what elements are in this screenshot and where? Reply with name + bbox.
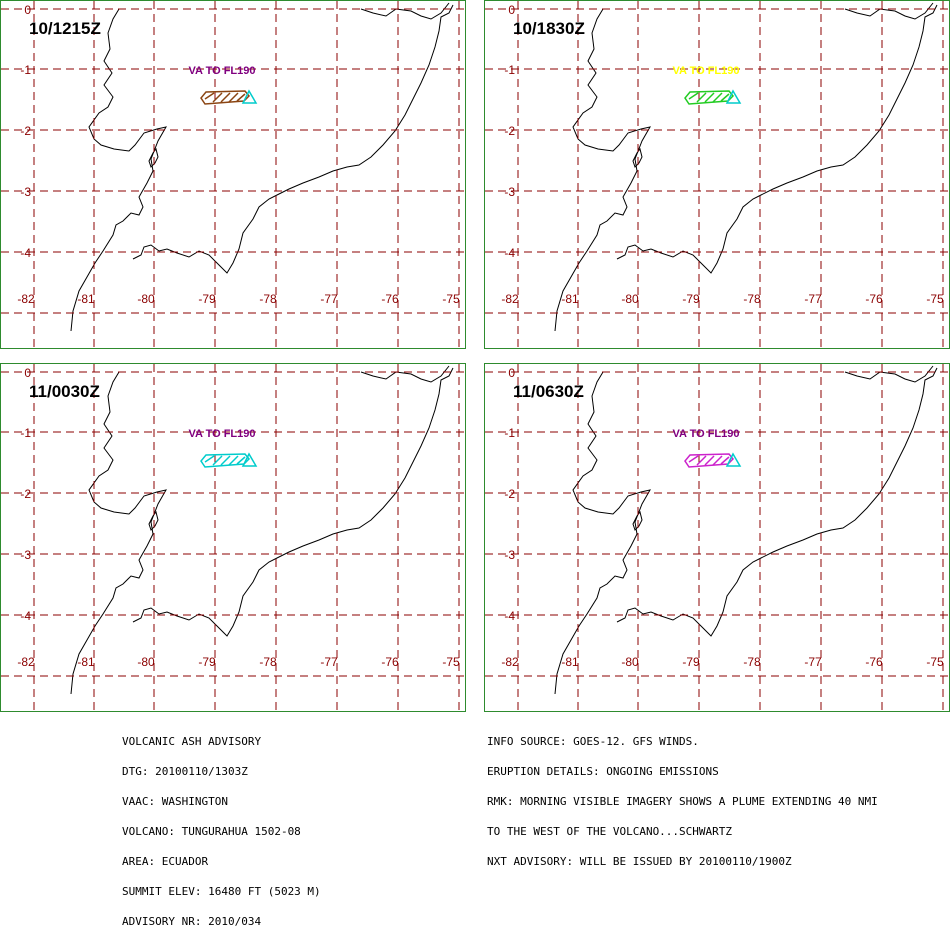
map-panel-2: 0 -1 -2 -3 -4 -82 -81 -80 -79 -78 -77 -76 -75 VA TO F… [484, 0, 950, 349]
latitude-label: -1 [20, 426, 31, 440]
ash-label: VA TO FL190 [672, 428, 739, 440]
longitude-label: -79 [682, 292, 700, 306]
volcano-marker [241, 452, 258, 467]
advisory-line: AREA: ECUADOR [122, 855, 209, 868]
longitude-label: -78 [743, 292, 761, 306]
map-panel-3: 0 -1 -2 -3 -4 -82 -81 -80 -79 -78 -77 -76 -75 VA TO F… [0, 363, 466, 712]
longitude-label: -81 [77, 655, 95, 669]
advisory-line: DTG: 20100110/1303Z [122, 765, 248, 778]
longitude-label: -76 [865, 655, 883, 669]
longitude-label: -80 [621, 655, 639, 669]
valid-time-label: 11/0630Z [513, 382, 584, 401]
longitude-label: -80 [621, 292, 639, 306]
longitude-label: -81 [561, 655, 579, 669]
latitude-label: -4 [504, 246, 515, 260]
latitude-label: -3 [504, 548, 515, 562]
advisory-line: VAAC: WASHINGTON [122, 795, 228, 808]
latitude-label: 0 [508, 366, 515, 380]
coastline [554, 2, 938, 332]
longitude-label: -76 [381, 655, 399, 669]
map-canvas: 0 -1 -2 -3 -4 -82 -81 -80 -79 -78 -77 -76 -75 VA TO F… [485, 1, 949, 348]
latitude-label: -2 [20, 124, 31, 138]
coastline-inlet [148, 147, 159, 168]
longitude-label: -77 [320, 655, 338, 669]
latitude-label: -3 [504, 185, 515, 199]
latitude-label: -2 [20, 487, 31, 501]
latitude-label: -3 [20, 185, 31, 199]
longitude-label: -78 [259, 655, 277, 669]
longitude-label: -79 [682, 655, 700, 669]
advisory-remarks-text: INFO SOURCE: GOES-12. GFS WINDS. ERUPTIO… [487, 717, 878, 877]
longitude-label: -78 [259, 292, 277, 306]
latitude-label: -1 [504, 63, 515, 77]
valid-time-label: 11/0030Z [29, 382, 100, 401]
advisory-line: TO THE WEST OF THE VOLCANO...SCHWARTZ [487, 825, 733, 838]
longitude-label: -82 [501, 292, 519, 306]
map-panel-4: 0 -1 -2 -3 -4 -82 -81 -80 -79 -78 -77 -76 -75 VA TO F… [484, 363, 950, 712]
advisory-line: VOLCANO: TUNGURAHUA 1502-08 [122, 825, 301, 838]
latitude-label: -3 [20, 548, 31, 562]
coastline-inlet [632, 510, 643, 531]
ash-plume-hatching [688, 92, 730, 103]
advisory-header-text: VOLCANIC ASH ADVISORY DTG: 20100110/1303… [122, 717, 321, 937]
longitude-label: -79 [198, 292, 216, 306]
advisory-line: NXT ADVISORY: WILL BE ISSUED BY 20100110… [487, 855, 792, 868]
coastline [554, 365, 938, 695]
longitude-label: -80 [137, 292, 155, 306]
latitude-label: -4 [20, 609, 31, 623]
ash-label: VA TO FL190 [672, 65, 739, 77]
map-canvas: 0 -1 -2 -3 -4 -82 -81 -80 -79 -78 -77 -76 -75 VA TO F… [1, 364, 465, 711]
ash-plume-hatching [204, 92, 246, 103]
coastline-inlet [148, 510, 159, 531]
longitude-label: -78 [743, 655, 761, 669]
longitude-label: -76 [865, 292, 883, 306]
longitude-label: -82 [17, 292, 35, 306]
longitude-label: -80 [137, 655, 155, 669]
latitude-label: -1 [20, 63, 31, 77]
ash-label: VA TO FL190 [188, 428, 255, 440]
longitude-label: -77 [804, 655, 822, 669]
valid-time-label: 10/1215Z [29, 19, 101, 38]
longitude-label: -82 [501, 655, 519, 669]
latitude-label: -1 [504, 426, 515, 440]
longitude-label: -82 [17, 655, 35, 669]
advisory-line: VOLCANIC ASH ADVISORY [122, 735, 262, 748]
longitude-label: -75 [442, 292, 460, 306]
volcano-marker [725, 89, 742, 104]
longitude-label: -79 [198, 655, 216, 669]
longitude-label: -81 [77, 292, 95, 306]
ash-plume-hatching [204, 455, 246, 466]
longitude-label: -75 [926, 655, 944, 669]
ash-plume-hatching [688, 455, 730, 466]
latitude-label: 0 [24, 366, 31, 380]
longitude-label: -75 [926, 292, 944, 306]
longitude-label: -81 [561, 292, 579, 306]
volcano-marker [725, 452, 742, 467]
latitude-label: -2 [504, 487, 515, 501]
coastline-inlet [632, 147, 643, 168]
advisory-line: RMK: MORNING VISIBLE IMAGERY SHOWS A PLU… [487, 795, 878, 808]
map-canvas: 0 -1 -2 -3 -4 -82 -81 -80 -79 -78 -77 -76 -75 VA TO F… [1, 1, 465, 348]
longitude-label: -77 [804, 292, 822, 306]
advisory-line: INFO SOURCE: GOES-12. GFS WINDS. [487, 735, 699, 748]
coastline [70, 365, 454, 695]
volcano-marker [241, 89, 258, 104]
latitude-label: -4 [20, 246, 31, 260]
valid-time-label: 10/1830Z [513, 19, 585, 38]
advisory-line: SUMMIT ELEV: 16480 FT (5023 M) [122, 885, 321, 898]
advisory-line: ERUPTION DETAILS: ONGOING EMISSIONS [487, 765, 719, 778]
ash-label: VA TO FL190 [188, 65, 255, 77]
map-canvas: 0 -1 -2 -3 -4 -82 -81 -80 -79 -78 -77 -76 -75 VA TO F… [485, 364, 949, 711]
map-panel-1: 0 -1 -2 -3 -4 -82 -81 -80 -79 -78 -77 -76 -75 VA TO F… [0, 0, 466, 349]
longitude-label: -77 [320, 292, 338, 306]
longitude-label: -75 [442, 655, 460, 669]
longitude-label: -76 [381, 292, 399, 306]
latitude-label: 0 [508, 3, 515, 17]
latitude-label: 0 [24, 3, 31, 17]
latitude-label: -2 [504, 124, 515, 138]
latitude-label: -4 [504, 609, 515, 623]
advisory-line: ADVISORY NR: 2010/034 [122, 915, 262, 928]
coastline [70, 2, 454, 332]
